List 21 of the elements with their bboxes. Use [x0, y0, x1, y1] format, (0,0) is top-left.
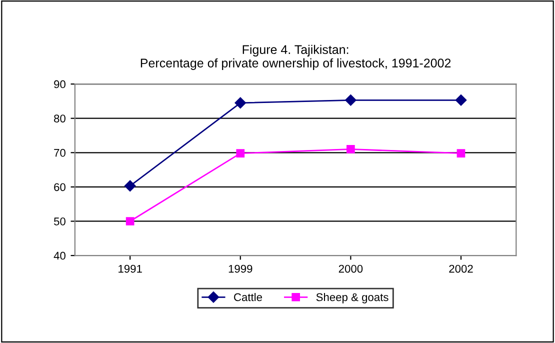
- chart-title: Figure 4. Tajikistan: Percentage of private ownership of livestock, 1991-2002: [140, 44, 451, 70]
- y-tick-label: 90: [54, 80, 66, 88]
- x-tick-label: 1991: [118, 264, 142, 273]
- x-tick-label: 2002: [449, 264, 473, 273]
- point: [234, 97, 246, 109]
- point: [346, 145, 355, 154]
- legend-label: Cattle: [234, 292, 262, 302]
- x-tick-label: 1999: [228, 264, 252, 273]
- point: [124, 180, 136, 192]
- y-tick-label: 80: [54, 114, 66, 122]
- point: [345, 94, 356, 106]
- y-tick-label: 60: [54, 183, 66, 192]
- point: [455, 94, 467, 106]
- y-tick-label: 70: [54, 148, 66, 157]
- x-tick-label: 2000: [338, 264, 363, 273]
- point: [456, 149, 466, 158]
- y-tick-label: 50: [54, 218, 66, 226]
- y-tick-label: 40: [54, 252, 66, 260]
- legend-label: Sheep & goats: [316, 292, 388, 304]
- point: [236, 149, 245, 158]
- point: [126, 217, 134, 226]
